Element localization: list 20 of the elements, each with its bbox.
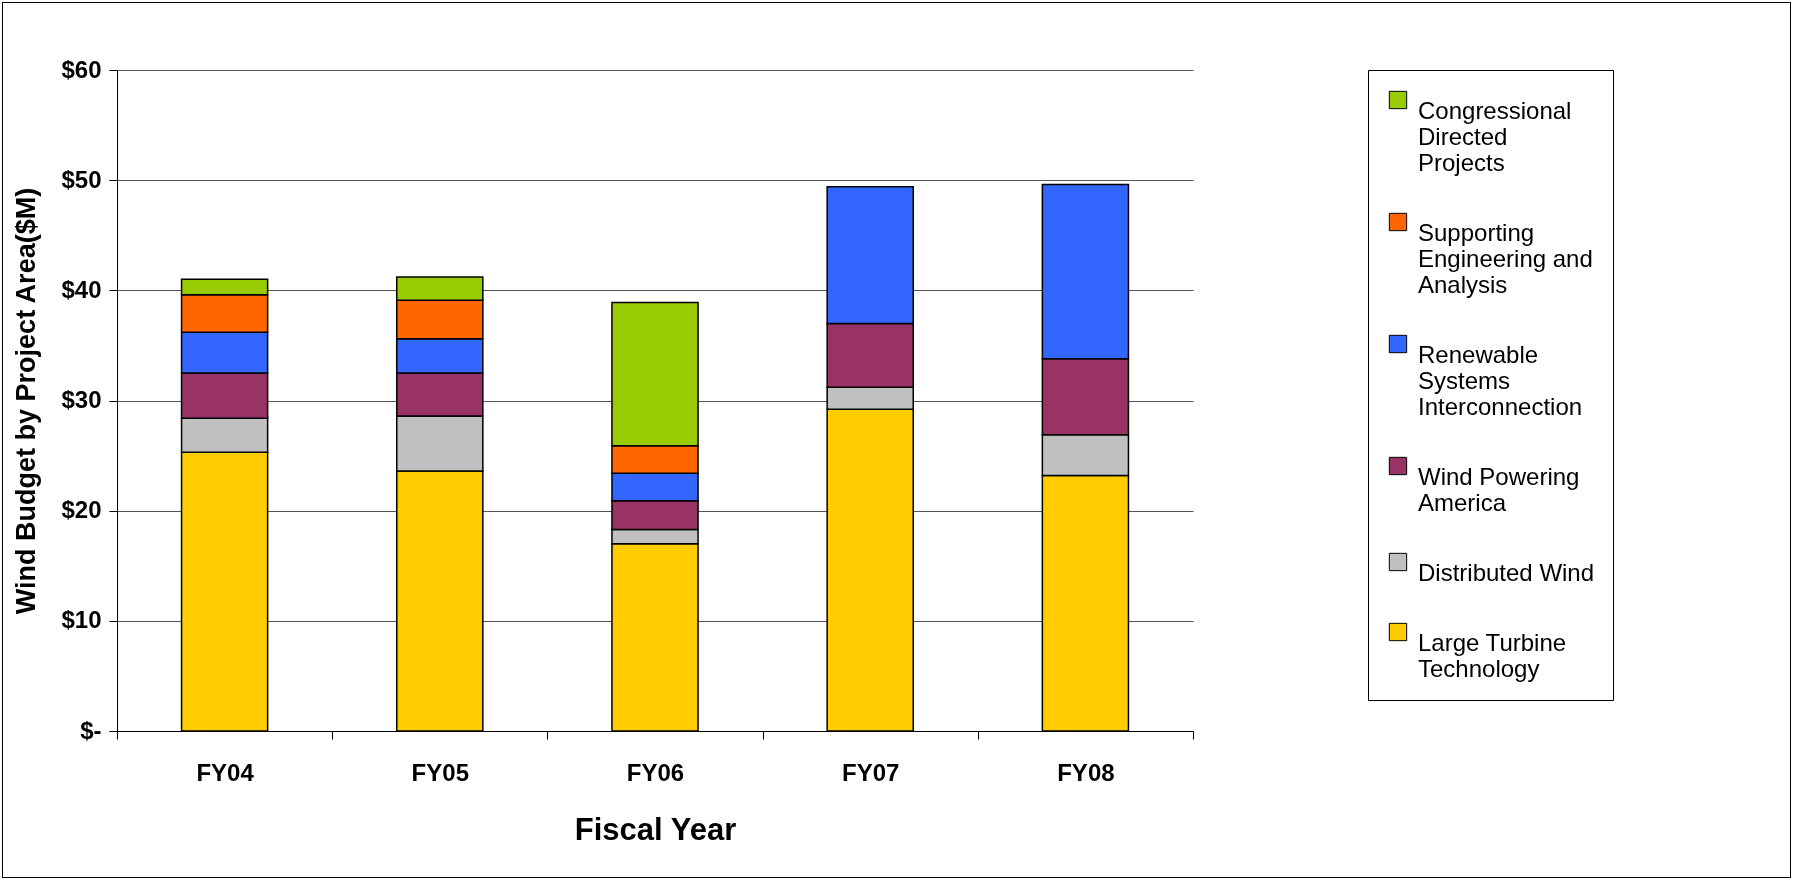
y-tick-label: $20: [61, 496, 102, 524]
x-tick-label: FY04: [196, 758, 255, 786]
legend-label: Distributed Wind: [1418, 559, 1595, 586]
x-tick-label: FY06: [626, 758, 685, 786]
legend-label: Renewable Systems Interconnection: [1418, 341, 1583, 420]
y-tick-label: $-: [80, 716, 102, 744]
y-tick-label: $60: [61, 55, 102, 83]
legend-label: Supporting Engineering and Analysis: [1418, 219, 1593, 298]
legend-label: Wind Powering America: [1418, 463, 1580, 516]
y-tick-label: $40: [61, 275, 102, 303]
x-tick-label: FY05: [411, 758, 469, 786]
y-axis-title: Wind Budget by Project Area($M): [11, 187, 42, 615]
legend-label: Large Turbine Technology: [1418, 629, 1567, 682]
y-tick-label: $10: [61, 606, 102, 634]
y-tick-label: $30: [61, 386, 102, 413]
y-tick-label: $50: [61, 165, 102, 193]
legend-label: Congressional Directed Projects: [1418, 97, 1572, 176]
x-axis-title: Fiscal Year: [574, 811, 737, 847]
x-tick-label: FY08: [1057, 758, 1115, 786]
x-tick-label: FY07: [842, 758, 900, 786]
